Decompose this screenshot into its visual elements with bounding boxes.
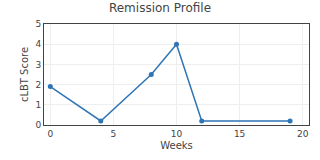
- svg-text:15: 15: [234, 129, 245, 139]
- svg-text:20: 20: [297, 129, 309, 139]
- svg-text:cLBT Score: cLBT Score: [19, 47, 30, 102]
- svg-text:Weeks: Weeks: [160, 140, 193, 151]
- svg-text:3: 3: [35, 60, 41, 70]
- svg-text:10: 10: [171, 129, 183, 139]
- svg-text:0: 0: [35, 120, 41, 130]
- svg-text:2: 2: [35, 80, 41, 90]
- svg-text:0: 0: [47, 129, 53, 139]
- svg-text:Remission Profile: Remission Profile: [109, 1, 211, 15]
- svg-text:4: 4: [35, 39, 41, 49]
- svg-text:1: 1: [35, 100, 41, 110]
- svg-text:5: 5: [35, 19, 41, 29]
- svg-text:5: 5: [111, 129, 117, 139]
